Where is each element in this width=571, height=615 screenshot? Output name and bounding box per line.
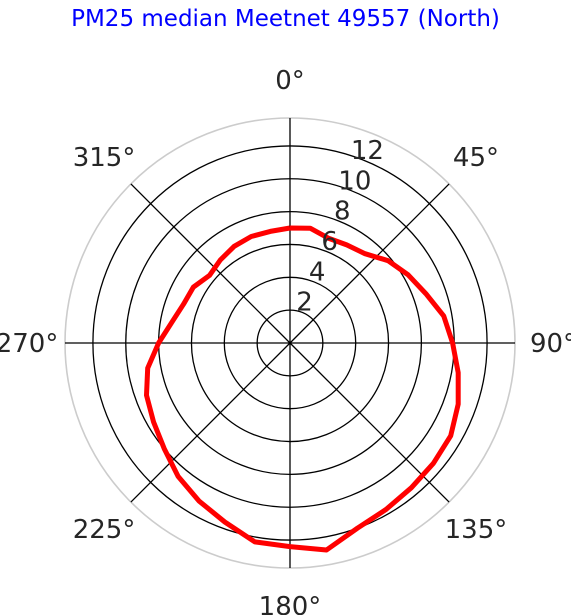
spoke-45 bbox=[289, 183, 450, 344]
radial-tick-label-6: 6 bbox=[321, 227, 338, 257]
angle-tick-label-0: 0° bbox=[275, 66, 305, 96]
spoke-315 bbox=[130, 183, 291, 344]
chart-title: PM25 median Meetnet 49557 (North) bbox=[71, 6, 500, 32]
angle-tick-label-180: 180° bbox=[259, 592, 322, 615]
spoke-225 bbox=[130, 342, 291, 503]
radial-tick-label-2: 2 bbox=[296, 288, 313, 318]
radial-tick-label-10: 10 bbox=[338, 166, 371, 196]
spoke-135 bbox=[289, 342, 450, 503]
angle-tick-label-315: 315° bbox=[73, 143, 136, 173]
angle-tick-label-225: 225° bbox=[73, 515, 136, 545]
angle-tick-label-135: 135° bbox=[445, 515, 508, 545]
angular-gridlines bbox=[65, 118, 515, 568]
radial-tick-label-8: 8 bbox=[334, 197, 351, 227]
series-line-0 bbox=[144, 225, 461, 553]
data-series bbox=[144, 225, 461, 553]
angle-tick-label-270: 270° bbox=[0, 329, 58, 359]
radial-tick-label-4: 4 bbox=[309, 257, 326, 287]
angle-tick-label-90: 90° bbox=[530, 329, 571, 359]
angle-tick-label-45: 45° bbox=[453, 143, 499, 173]
angle-tick-labels: 0° 45° 90° 135° 180° 225° 270° 315° bbox=[0, 66, 571, 615]
radial-tick-label-12: 12 bbox=[351, 136, 384, 166]
